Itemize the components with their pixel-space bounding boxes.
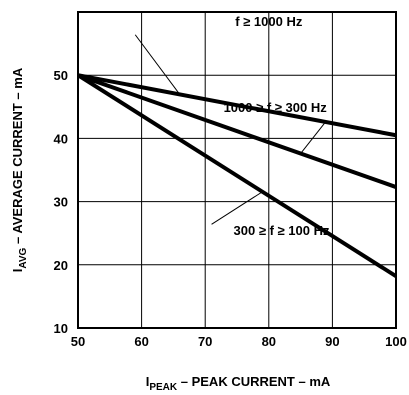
series-label: 300 ≥ f ≥ 100 Hz [234, 223, 330, 238]
y-axis-label: IAVG – AVERAGE CURRENT – mA [10, 67, 29, 272]
y-tick-label: 40 [54, 131, 68, 146]
y-axis-label-rest: – AVERAGE CURRENT – mA [10, 67, 25, 247]
annotation-leader-line [300, 121, 327, 154]
series-line [77, 73, 397, 138]
series-label: f ≥ 1000 Hz [235, 14, 303, 29]
y-axis-label-main: I [10, 269, 25, 273]
y-axis-label-sub: AVG [18, 247, 29, 268]
plot-frame [77, 11, 397, 329]
x-axis-label-rest: – PEAK CURRENT – mA [177, 374, 331, 389]
y-tick-label: 10 [54, 321, 68, 336]
y-tick-labels: 10 20 30 40 50 [54, 68, 68, 336]
series-lines [76, 73, 398, 278]
y-tick-label: 50 [54, 68, 68, 83]
y-tick-label: 20 [54, 258, 68, 273]
x-tick-label: 60 [134, 334, 148, 349]
x-tick-label: 100 [385, 334, 407, 349]
series-line [77, 73, 397, 189]
series-label: 1000 ≥ f ≥ 300 Hz [224, 100, 328, 115]
x-axis-label-sub: PEAK [149, 382, 178, 390]
x-tick-label: 50 [71, 334, 85, 349]
annotation-leader-line [211, 191, 263, 225]
x-tick-label: 90 [325, 334, 339, 349]
x-tick-label: 70 [198, 334, 212, 349]
x-tick-label: 80 [262, 334, 276, 349]
y-tick-label: 30 [54, 195, 68, 210]
x-axis-label: IPEAK – PEAK CURRENT – mA [146, 374, 331, 390]
annotation-leader-line [134, 34, 181, 95]
series-annotations: f ≥ 1000 Hz 1000 ≥ f ≥ 300 Hz 300 ≥ f ≥ 10… [134, 14, 330, 238]
series-line [76, 73, 398, 278]
x-axis-label-main: I [146, 374, 150, 389]
x-tick-labels: 50 60 70 80 90 100 [71, 334, 407, 349]
grid-lines [78, 12, 396, 328]
